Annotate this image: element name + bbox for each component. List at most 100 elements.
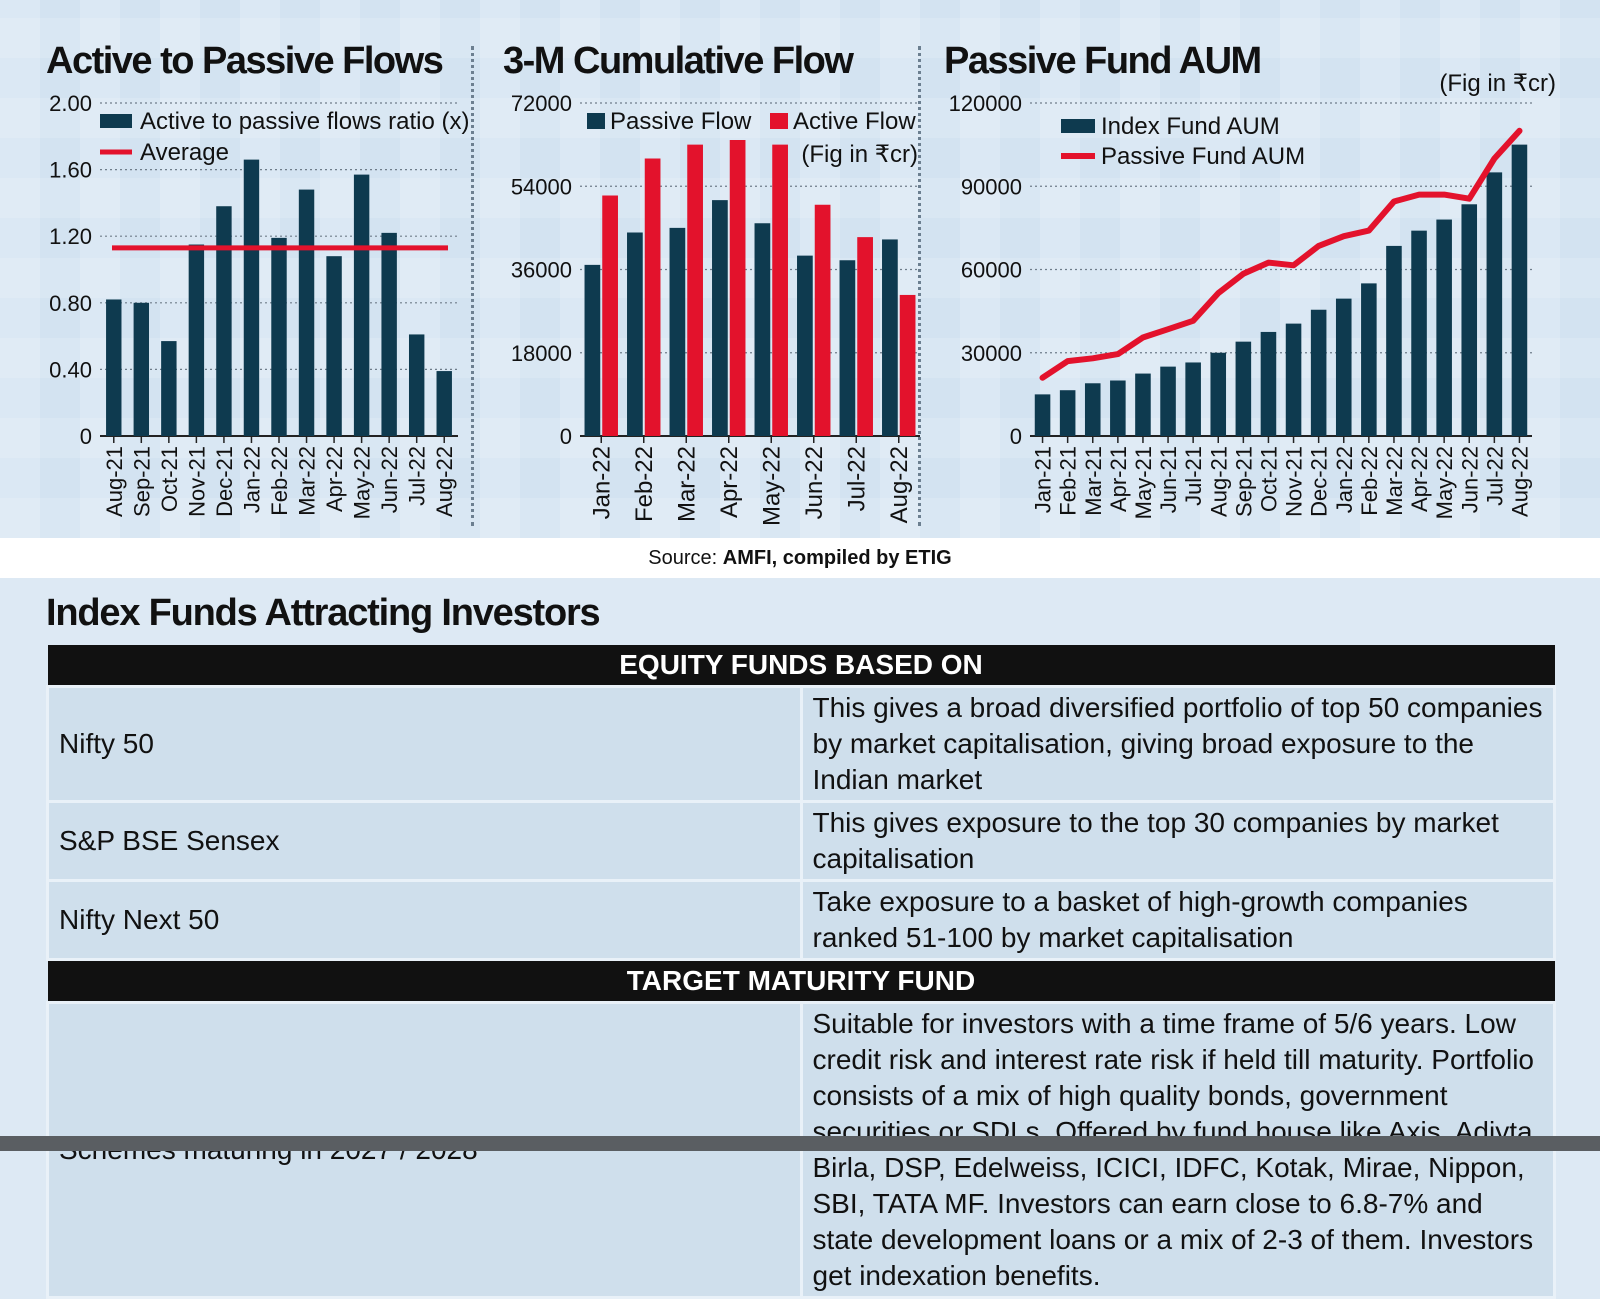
bar-passive-flow bbox=[882, 239, 898, 436]
legend-swatch-passive bbox=[587, 113, 605, 129]
y-tick-label: 36000 bbox=[511, 258, 572, 283]
chart2-title: 3-M Cumulative Flow bbox=[503, 40, 854, 82]
legend-swatch-active bbox=[770, 113, 788, 129]
bar-index-fund-aum bbox=[1059, 390, 1076, 436]
bar-active-passive-ratio bbox=[326, 256, 342, 436]
y-tick-label: 0 bbox=[560, 424, 572, 449]
bar-index-fund-aum bbox=[1285, 323, 1302, 436]
chart1-title: Active to Passive Flows bbox=[46, 40, 444, 82]
x-tick-label: Apr-22 bbox=[1407, 446, 1432, 512]
x-tick-label: Mar-22 bbox=[295, 446, 320, 516]
bar-index-fund-aum bbox=[1260, 331, 1277, 436]
bar-index-fund-aum bbox=[1210, 352, 1227, 436]
x-tick-label: Jul-22 bbox=[1482, 446, 1507, 506]
bar-active-passive-ratio bbox=[188, 244, 205, 436]
bar-active-flow bbox=[729, 140, 746, 436]
bar-passive-flow bbox=[627, 232, 643, 436]
x-tick-label: Jun-21 bbox=[1156, 446, 1181, 513]
x-tick-label: Mar-22 bbox=[673, 446, 700, 522]
bar-active-passive-ratio bbox=[353, 174, 370, 436]
bar-index-fund-aum bbox=[1185, 362, 1201, 436]
bar-active-passive-ratio bbox=[106, 299, 122, 436]
y-tick-label: 0.40 bbox=[49, 357, 92, 382]
bar-active-passive-ratio bbox=[436, 371, 452, 436]
bar-active-flow bbox=[899, 294, 916, 436]
legend-label-passive: Passive Flow bbox=[610, 108, 752, 135]
x-tick-label: Jan-21 bbox=[1031, 446, 1056, 513]
bar-index-fund-aum bbox=[1411, 230, 1427, 436]
x-tick-label: Nov-21 bbox=[184, 446, 209, 517]
bar-active-flow bbox=[814, 204, 831, 436]
line-passive-fund-aum bbox=[1039, 127, 1523, 381]
x-tick-label: Feb-21 bbox=[1056, 446, 1081, 516]
table-row: Nifty 50 This gives a broad diversified … bbox=[46, 685, 1556, 803]
source-prefix: Source: bbox=[648, 547, 718, 569]
bar-index-fund-aum bbox=[1160, 366, 1176, 436]
y-tick-label: 18000 bbox=[511, 341, 572, 366]
bar-index-fund-aum bbox=[1486, 172, 1503, 436]
bar-index-fund-aum bbox=[1436, 219, 1452, 436]
y-tick-label: 1.20 bbox=[49, 224, 92, 249]
chart3-title: Passive Fund AUM bbox=[944, 40, 1262, 82]
bar-active-passive-ratio bbox=[408, 334, 425, 436]
chart2-cumulative-flow: 72000 54000 36000 18000 0 Jan-22 Feb-22 Mar-22 A… bbox=[511, 91, 920, 526]
y-tick-label: 120000 bbox=[949, 91, 1022, 116]
legend-label-index: Index Fund AUM bbox=[1101, 113, 1280, 140]
chart3-passive-fund-aum: 120000 90000 60000 30000 0 Jan-21 Feb-21 Mar-21… bbox=[949, 70, 1556, 519]
equity-header: EQUITY FUNDS BASED ON bbox=[47, 645, 1555, 687]
fund-description: This gives a broad diversified portfolio… bbox=[799, 685, 1556, 803]
x-tick-label: Jun-22 bbox=[1457, 446, 1482, 513]
fund-description: This gives exposure to the top 30 compan… bbox=[799, 800, 1556, 882]
x-tick-label: Mar-21 bbox=[1081, 446, 1106, 516]
x-tick-label: Aug-22 bbox=[1507, 446, 1532, 517]
index-funds-table: EQUITY FUNDS BASED ON Nifty 50 This give… bbox=[46, 645, 1556, 1299]
bar-active-flow bbox=[857, 237, 873, 436]
bar-index-fund-aum bbox=[1034, 394, 1051, 436]
bar-index-fund-aum bbox=[1386, 245, 1402, 436]
unit-note: (Fig in ₹cr) bbox=[1439, 70, 1556, 97]
fund-name: Nifty 50 bbox=[46, 685, 803, 803]
x-tick-label: May-22 bbox=[758, 446, 785, 526]
x-tick-label: Dec-21 bbox=[212, 446, 237, 517]
x-tick-label: May-22 bbox=[1432, 446, 1457, 519]
bar-index-fund-aum bbox=[1235, 341, 1252, 436]
bar-active-flow bbox=[602, 195, 618, 436]
x-tick-label: Jun-22 bbox=[377, 446, 402, 513]
x-tick-label: Jul-22 bbox=[405, 446, 430, 506]
chart1-active-passive-flows: 2.00 1.60 1.20 0.80 0.40 0 Aug-21 Sep-21 Oct-21 N… bbox=[49, 91, 469, 519]
chart-separator bbox=[471, 46, 474, 526]
table-header-row: EQUITY FUNDS BASED ON bbox=[47, 645, 1555, 687]
x-tick-label: May-22 bbox=[350, 446, 375, 519]
y-tick-label: 30000 bbox=[961, 341, 1022, 366]
bar-active-passive-ratio bbox=[298, 189, 315, 436]
x-tick-label: Aug-22 bbox=[886, 446, 913, 523]
x-tick-label: Jan-22 bbox=[1332, 446, 1357, 513]
table-row: Nifty Next 50 Take exposure to a basket … bbox=[46, 879, 1556, 961]
bar-passive-flow bbox=[584, 264, 601, 436]
y-tick-label: 0.80 bbox=[49, 291, 92, 316]
source-note: Source: AMFI, compiled by ETIG bbox=[0, 538, 1600, 578]
x-tick-label: Oct-21 bbox=[1256, 446, 1281, 512]
section-title: Index Funds Attracting Investors bbox=[46, 592, 601, 634]
bar-passive-flow bbox=[669, 227, 686, 436]
x-tick-label: Apr-21 bbox=[1106, 446, 1131, 512]
x-tick-label: Apr-22 bbox=[716, 446, 743, 518]
bar-active-passive-ratio bbox=[381, 232, 397, 436]
legend-swatch-index bbox=[1061, 119, 1095, 133]
bar-active-passive-ratio bbox=[133, 302, 150, 436]
x-tick-label: Sep-21 bbox=[129, 446, 154, 517]
bar-active-flow bbox=[772, 144, 788, 436]
bar-passive-flow bbox=[839, 260, 856, 436]
x-tick-label: Feb-22 bbox=[267, 446, 292, 516]
legend-label-passive-aum: Passive Fund AUM bbox=[1101, 143, 1305, 170]
fund-description: Take exposure to a basket of high-growth… bbox=[799, 879, 1556, 961]
bar-index-fund-aum bbox=[1135, 373, 1151, 436]
bar-index-fund-aum bbox=[1361, 283, 1377, 436]
bar-passive-flow bbox=[797, 255, 813, 436]
bar-active-passive-ratio bbox=[161, 341, 177, 436]
bar-passive-flow bbox=[712, 200, 728, 436]
y-tick-label: 0 bbox=[80, 424, 92, 449]
x-tick-label: Aug-21 bbox=[1206, 446, 1231, 517]
x-tick-label: Jul-21 bbox=[1181, 446, 1206, 506]
y-tick-label: 72000 bbox=[511, 91, 572, 116]
